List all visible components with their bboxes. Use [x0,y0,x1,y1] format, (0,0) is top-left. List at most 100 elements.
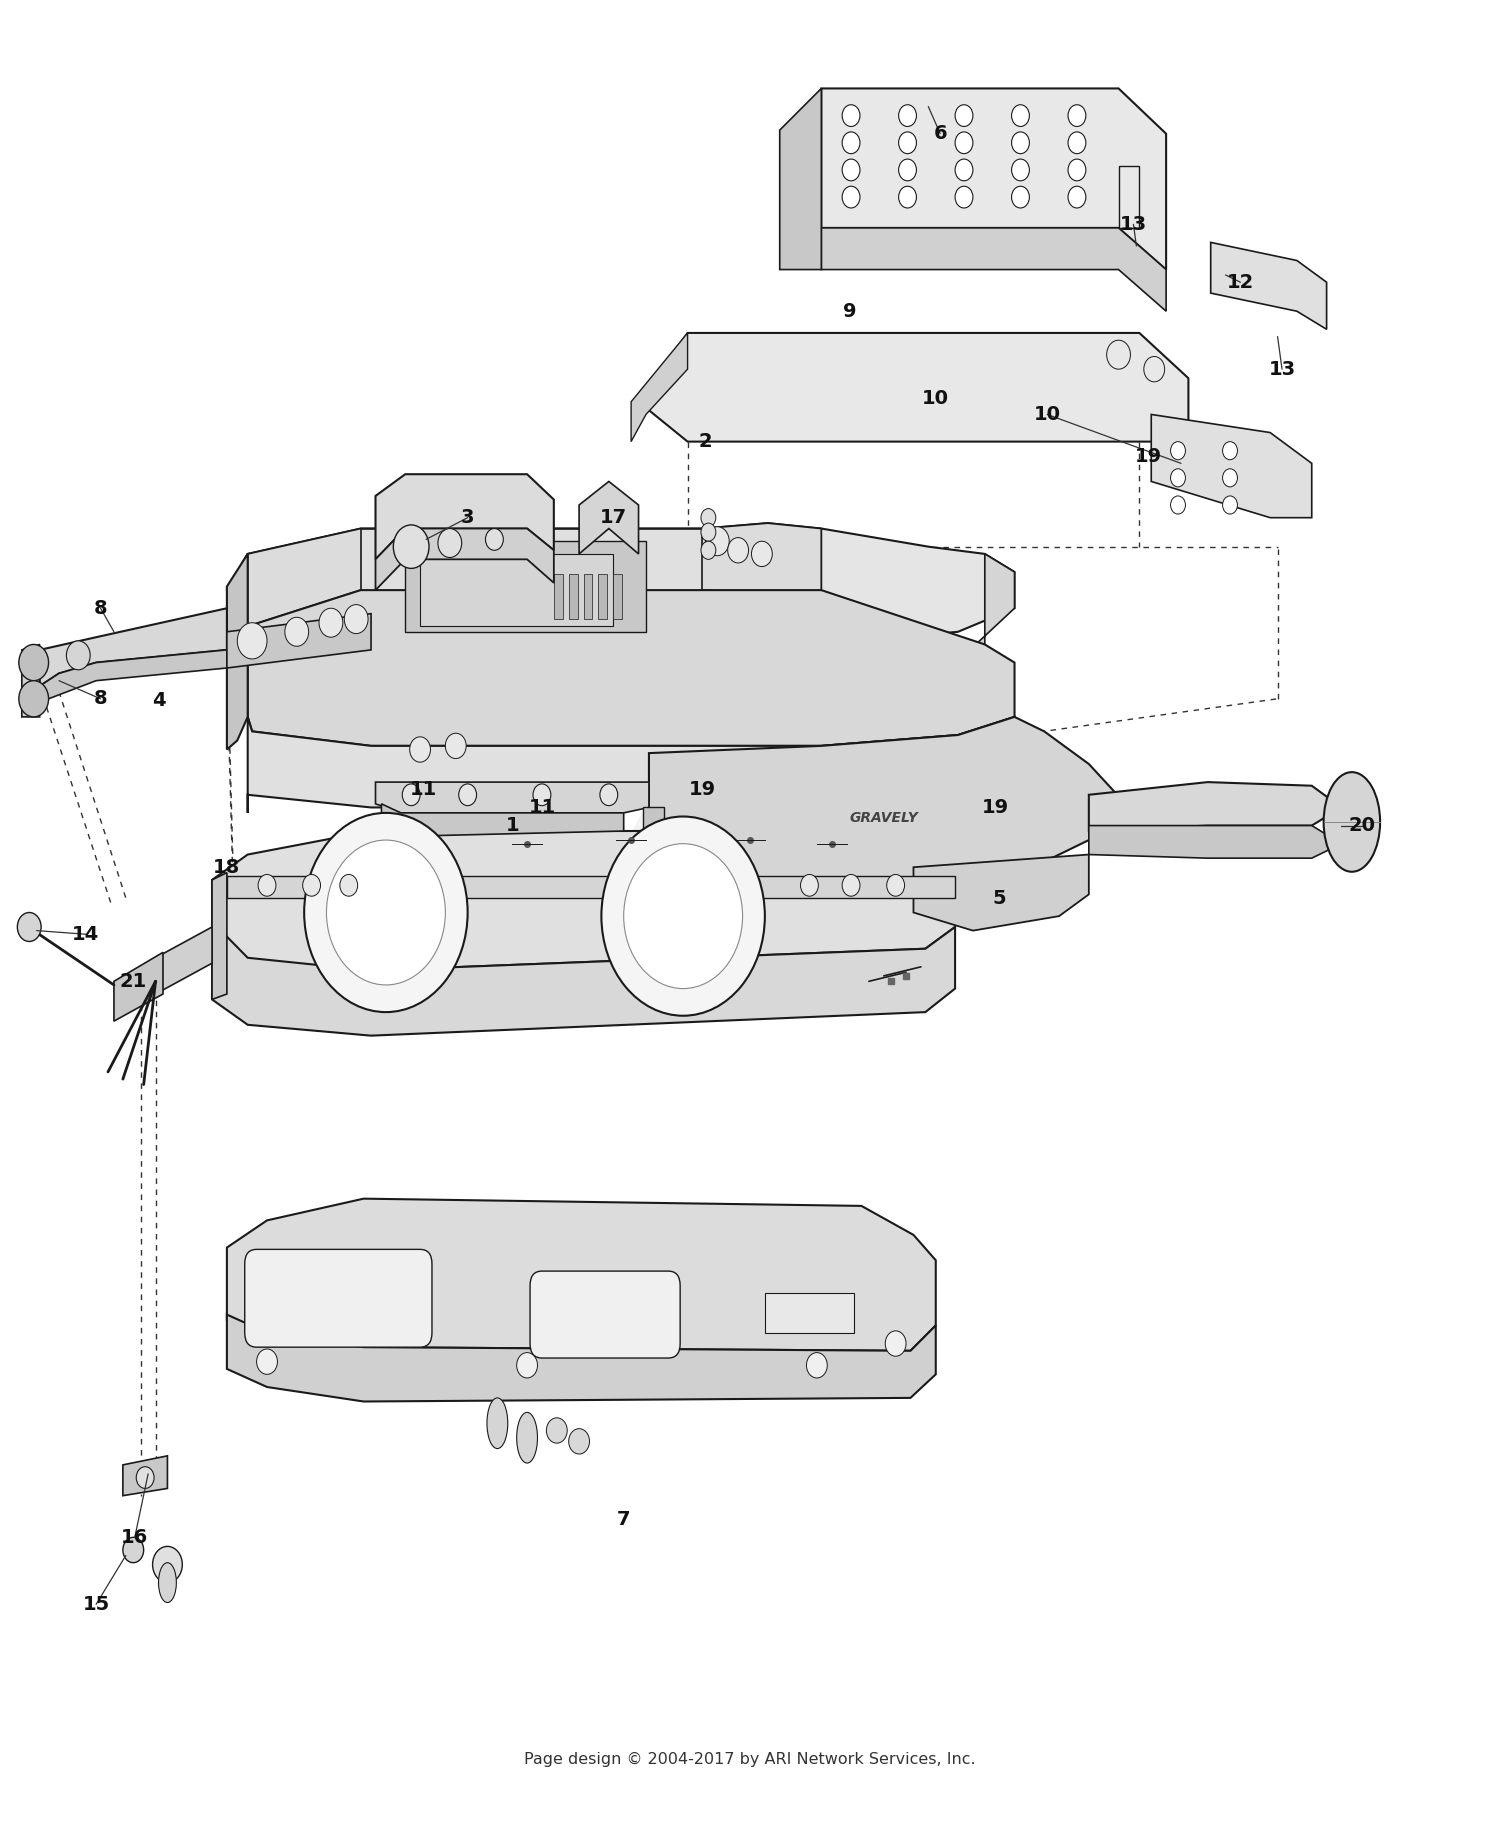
Circle shape [20,681,48,717]
Polygon shape [822,228,1166,312]
Text: 19: 19 [981,798,1010,818]
Circle shape [898,186,916,208]
Circle shape [304,812,468,1013]
Circle shape [237,622,267,659]
Circle shape [1068,104,1086,126]
Circle shape [602,816,765,1017]
Text: GRAVELY: GRAVELY [849,812,918,825]
Polygon shape [1119,166,1140,228]
Polygon shape [780,88,822,270]
Circle shape [320,608,344,637]
Polygon shape [360,529,702,644]
Bar [554,573,562,619]
Circle shape [345,604,368,633]
Polygon shape [156,927,212,995]
Circle shape [285,617,309,646]
Polygon shape [248,589,1014,746]
Circle shape [885,1330,906,1356]
Polygon shape [114,953,164,1022]
Circle shape [1068,131,1086,153]
Circle shape [898,131,916,153]
Text: 8: 8 [94,690,108,708]
Circle shape [624,843,742,989]
Circle shape [801,874,819,896]
Circle shape [1011,104,1029,126]
Polygon shape [248,717,1014,812]
Polygon shape [765,1292,853,1332]
Text: ARI: ARI [591,794,909,958]
Polygon shape [226,555,248,750]
Polygon shape [644,807,664,934]
Circle shape [1222,469,1238,487]
FancyBboxPatch shape [530,1270,680,1358]
Polygon shape [381,803,624,836]
Circle shape [1170,469,1185,487]
Circle shape [258,874,276,896]
Polygon shape [226,555,248,710]
Circle shape [486,529,504,551]
Circle shape [842,186,860,208]
Polygon shape [39,608,226,686]
Text: 14: 14 [72,925,99,944]
Polygon shape [632,332,687,442]
Ellipse shape [639,931,669,995]
Polygon shape [375,783,650,812]
Text: 12: 12 [1227,272,1254,292]
Text: 10: 10 [922,389,950,407]
Text: 20: 20 [1348,816,1376,836]
Circle shape [1011,159,1029,181]
Ellipse shape [159,1562,177,1602]
Polygon shape [226,876,956,898]
Polygon shape [226,1314,936,1402]
Polygon shape [226,1199,936,1350]
Circle shape [842,131,860,153]
Circle shape [807,1352,828,1378]
Polygon shape [211,830,956,971]
Circle shape [842,159,860,181]
Polygon shape [822,88,1166,270]
Text: 5: 5 [993,889,1006,907]
Circle shape [66,641,90,670]
Text: 9: 9 [843,301,856,321]
Circle shape [956,159,974,181]
Circle shape [438,529,462,557]
Text: 10: 10 [1034,405,1060,423]
Circle shape [546,1418,567,1444]
Polygon shape [579,482,639,555]
Text: 1: 1 [506,816,519,836]
Bar [614,573,622,619]
Circle shape [700,542,715,558]
Circle shape [898,104,916,126]
Circle shape [700,509,715,527]
Circle shape [410,737,430,763]
Polygon shape [405,542,646,631]
Polygon shape [375,529,554,589]
Polygon shape [1089,783,1341,830]
Circle shape [956,186,974,208]
Circle shape [886,874,904,896]
Circle shape [532,785,550,805]
Bar [568,573,578,619]
Circle shape [752,542,772,566]
Circle shape [20,644,48,681]
Text: 4: 4 [152,692,165,710]
Polygon shape [211,872,226,1000]
Polygon shape [639,332,1188,442]
Circle shape [136,1467,154,1489]
Circle shape [705,527,729,555]
Circle shape [1170,442,1185,460]
Text: 21: 21 [120,973,147,991]
Circle shape [568,1429,590,1455]
Text: 6: 6 [933,124,946,142]
Circle shape [1144,356,1164,381]
Circle shape [402,785,420,805]
Polygon shape [914,854,1089,931]
Text: 19: 19 [688,779,715,799]
Polygon shape [1089,825,1341,858]
Circle shape [303,874,321,896]
Polygon shape [375,474,554,558]
Bar [584,573,592,619]
Circle shape [1011,186,1029,208]
Circle shape [956,104,974,126]
Circle shape [393,526,429,568]
